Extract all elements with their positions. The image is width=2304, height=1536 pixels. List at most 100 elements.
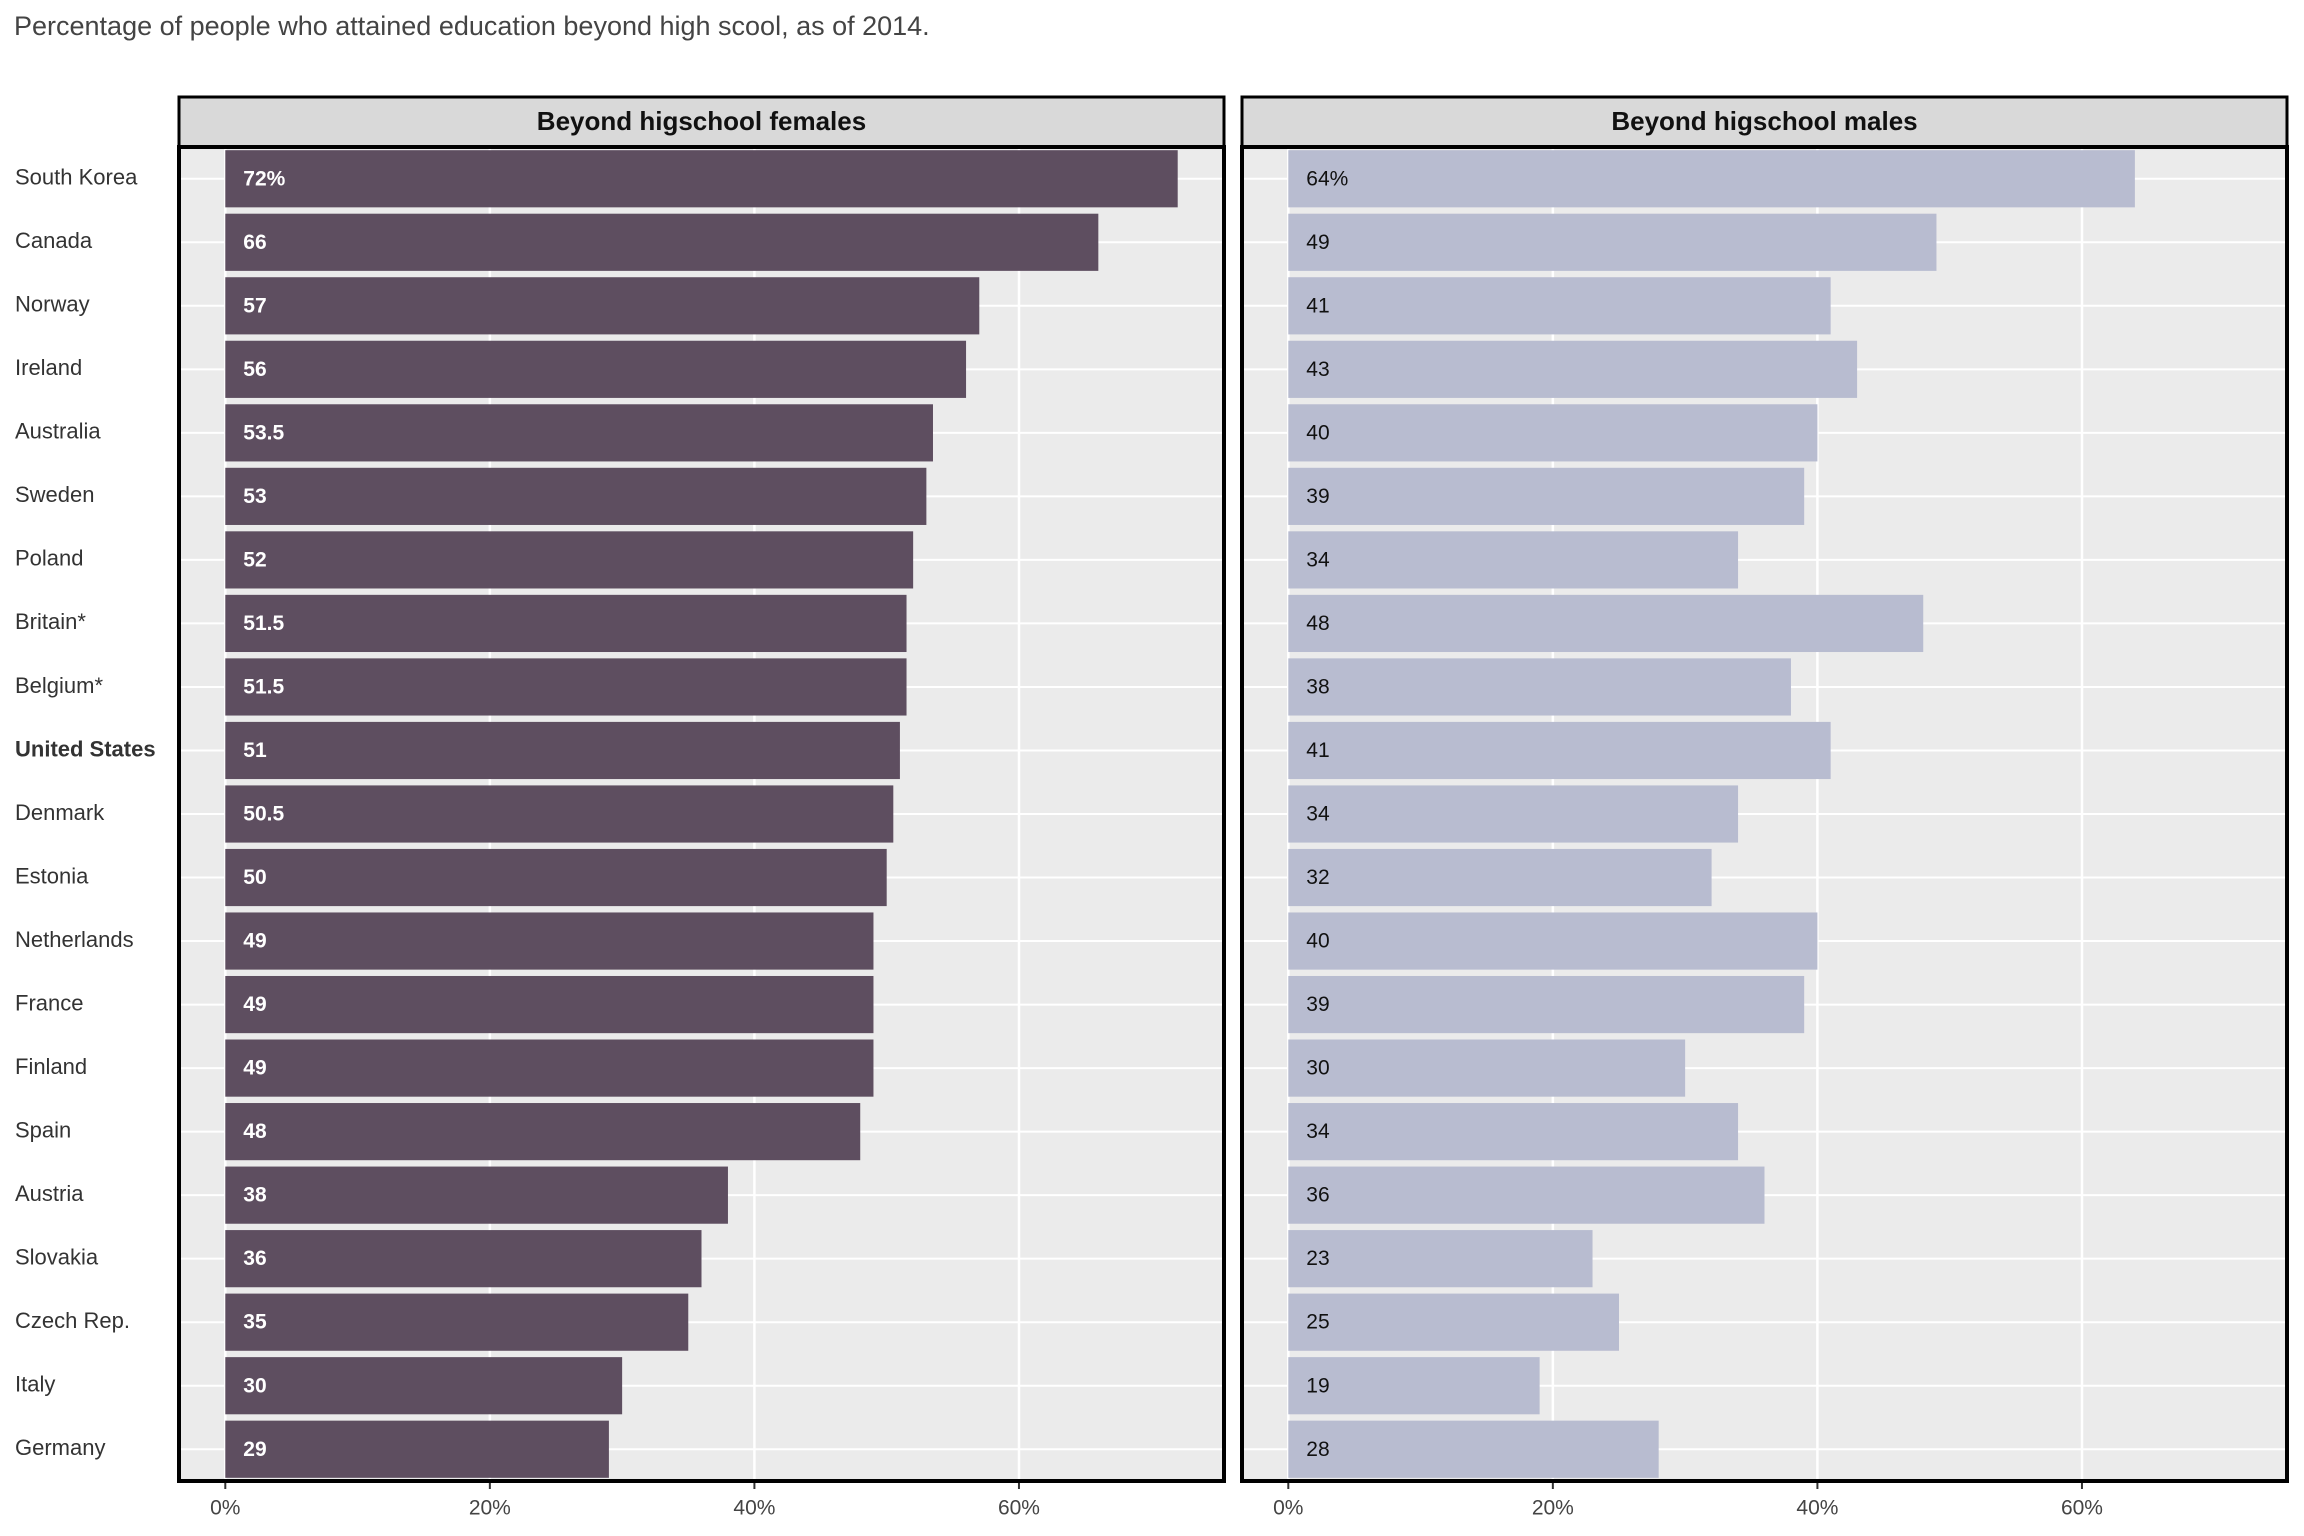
bar	[1288, 467, 1805, 525]
bar	[1288, 1230, 1593, 1288]
y-tick-label: Australia	[15, 419, 101, 444]
panel-border	[177, 145, 1226, 1483]
data-label: 34	[1306, 548, 1330, 571]
x-tick-label: 40%	[733, 1497, 775, 1520]
bar	[1288, 1039, 1686, 1097]
bar	[1288, 404, 1818, 462]
data-label: 49	[1306, 231, 1329, 254]
bar	[225, 1293, 689, 1351]
bar	[1288, 848, 1712, 907]
bar	[1288, 1103, 1739, 1161]
bar	[225, 785, 894, 843]
data-label: 35	[243, 1311, 267, 1334]
bar	[225, 721, 900, 780]
bar	[225, 150, 1178, 208]
y-tick-label: Slovakia	[15, 1244, 99, 1269]
y-tick-label: Finland	[15, 1054, 87, 1079]
strip	[1240, 95, 2289, 149]
data-label: 30	[1306, 1057, 1329, 1080]
bar	[225, 277, 980, 335]
data-label: 39	[1306, 993, 1329, 1016]
chart-title: Percentage of people who attained educat…	[14, 11, 930, 41]
bar	[1288, 340, 1858, 398]
data-label: 19	[1306, 1374, 1329, 1397]
data-label: 57	[243, 294, 266, 317]
data-label: 34	[1306, 803, 1330, 826]
bar	[225, 1166, 728, 1224]
bar	[1288, 531, 1739, 589]
data-label: 48	[243, 1120, 267, 1143]
x-tick-label: 20%	[1532, 1497, 1574, 1520]
data-label: 66	[243, 231, 266, 254]
bar	[225, 975, 874, 1034]
data-label: 36	[1306, 1184, 1329, 1207]
data-label: 51.5	[243, 612, 284, 635]
panel-border	[1240, 145, 2289, 1483]
bar	[225, 340, 967, 398]
bar	[1288, 1293, 1619, 1351]
bar	[225, 213, 1099, 271]
bar	[1288, 213, 1937, 271]
bar	[225, 1039, 874, 1097]
data-label: 28	[1306, 1438, 1329, 1461]
data-label: 53	[243, 485, 266, 508]
y-tick-label: South Korea	[15, 165, 138, 190]
data-label: 40	[1306, 930, 1329, 953]
data-label: 48	[1306, 612, 1329, 635]
y-tick-label: Estonia	[15, 863, 89, 888]
bar	[225, 1420, 609, 1478]
y-tick-label: Denmark	[15, 800, 105, 825]
data-label: 51	[243, 739, 267, 762]
strip	[177, 95, 1226, 149]
x-tick-label: 60%	[2061, 1497, 2103, 1520]
bar	[1288, 721, 1831, 780]
data-label: 51.5	[243, 675, 284, 698]
data-label: 53.5	[243, 421, 284, 444]
bar	[225, 594, 907, 653]
bar	[1288, 594, 1924, 653]
y-tick-label: Czech Rep.	[15, 1308, 130, 1333]
data-label: 38	[243, 1184, 267, 1207]
x-tick-label: 20%	[469, 1497, 511, 1520]
data-label: 64%	[1306, 167, 1348, 190]
data-label: 40	[1306, 421, 1329, 444]
bar	[1288, 1166, 1765, 1224]
x-tick-label: 40%	[1796, 1497, 1838, 1520]
bar	[1288, 1420, 1659, 1478]
data-label: 41	[1306, 739, 1329, 762]
data-label: 72%	[243, 167, 285, 190]
data-label: 56	[243, 358, 266, 381]
y-tick-label: Spain	[15, 1117, 71, 1142]
data-label: 49	[243, 993, 266, 1016]
bar	[225, 404, 933, 462]
data-label: 39	[1306, 485, 1329, 508]
y-tick-label: Austria	[15, 1181, 84, 1206]
bar	[225, 467, 927, 525]
bar	[1288, 277, 1831, 335]
bar	[1288, 785, 1739, 843]
data-label: 25	[1306, 1311, 1329, 1334]
data-label: 30	[243, 1374, 266, 1397]
data-label: 23	[1306, 1247, 1329, 1270]
y-tick-label: Germany	[15, 1435, 105, 1460]
bar	[225, 1103, 861, 1161]
data-label: 50	[243, 866, 266, 889]
bar	[225, 531, 914, 589]
bar	[1288, 975, 1805, 1034]
x-tick-label: 0%	[1273, 1497, 1303, 1520]
bar	[225, 912, 874, 970]
bar	[225, 1230, 702, 1288]
y-tick-label: Norway	[15, 292, 90, 317]
data-label: 49	[243, 1057, 266, 1080]
data-label: 41	[1306, 294, 1329, 317]
bar	[225, 658, 907, 716]
x-tick-label: 0%	[210, 1497, 240, 1520]
y-tick-label: Netherlands	[15, 927, 134, 952]
bar	[1288, 150, 2135, 208]
bar	[1288, 658, 1791, 716]
data-label: 34	[1306, 1120, 1330, 1143]
y-tick-label: Italy	[15, 1372, 55, 1397]
y-tick-label: France	[15, 990, 83, 1015]
